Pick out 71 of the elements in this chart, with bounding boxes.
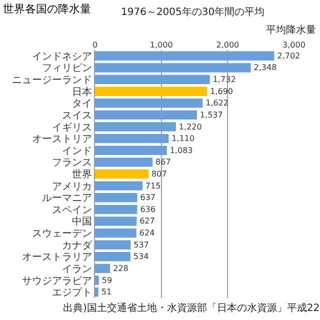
bar — [95, 110, 197, 120]
y-tick-label: イギリス — [52, 121, 92, 134]
y-tick-label: エジプト — [52, 286, 92, 299]
y-tick-label: フィリピン — [42, 63, 92, 74]
data-label: 2,702 — [277, 51, 300, 60]
x-tick-label: 2,000 — [216, 40, 240, 50]
y-tick-label: 世界 — [72, 168, 92, 180]
data-label: 636 — [140, 204, 156, 214]
y-tick-label: ニュージーランド — [12, 75, 92, 86]
data-label: 624 — [139, 228, 155, 238]
y-tick-label: スウェーデン — [32, 228, 92, 240]
data-label: 1,220 — [178, 122, 202, 132]
bar — [95, 51, 274, 61]
bar — [95, 98, 203, 108]
bar — [95, 74, 210, 84]
data-label: 51 — [101, 288, 112, 297]
data-label: 627 — [140, 216, 155, 226]
y-tick-label: スペイン — [52, 204, 92, 216]
bar — [95, 252, 130, 262]
y-tick-label: 中国 — [72, 216, 92, 228]
data-label: 59 — [102, 276, 112, 285]
y-tick-label: 日本 — [72, 86, 92, 98]
y-tick-label: スイス — [62, 110, 92, 122]
data-label: 1,622 — [206, 98, 228, 108]
data-label: 228 — [113, 264, 128, 273]
data-label: 534 — [133, 252, 149, 262]
data-label: 2,348 — [254, 63, 277, 72]
bar — [95, 193, 138, 202]
x-tick-label: 0 — [92, 40, 98, 50]
y-tick-label: フランス — [52, 158, 92, 169]
source-note: 出典)国土交通省土地・水資源部「日本の水資源」平成22 — [63, 302, 320, 314]
bar — [95, 204, 138, 214]
bar — [95, 86, 208, 96]
y-tick-label: アメリカ — [52, 181, 92, 192]
x-tick-label: 1,000 — [150, 40, 173, 50]
data-label: 637 — [140, 193, 156, 202]
bar — [95, 287, 98, 297]
x-axis-title: 平均降水量 — [266, 24, 316, 36]
x-tick-label: 3,000 — [282, 40, 306, 50]
data-label: 1,690 — [210, 86, 234, 96]
chart-title: 世界各国の降水量 — [3, 2, 92, 16]
bar — [95, 216, 137, 226]
bar — [95, 276, 99, 285]
bar — [95, 264, 110, 274]
y-tick-label: ルーマニア — [42, 193, 92, 204]
bar — [95, 122, 176, 132]
bar — [95, 63, 251, 72]
y-tick-label: インド — [62, 146, 92, 157]
data-label: 1,110 — [172, 134, 195, 144]
y-tick-label: インドネシア — [32, 51, 92, 62]
data-label: 807 — [152, 170, 167, 178]
bar — [95, 158, 153, 167]
data-label: 715 — [145, 181, 161, 190]
bar — [95, 169, 149, 179]
bar — [95, 146, 167, 155]
data-label: 867 — [156, 158, 171, 167]
data-label: 537 — [134, 240, 149, 250]
data-label: 1,537 — [200, 110, 223, 120]
y-tick-label: カナダ — [62, 239, 93, 252]
y-tick-label: オーストラリア — [22, 252, 92, 264]
data-label: 1,732 — [212, 75, 236, 84]
bar — [95, 181, 142, 190]
chart-subtitle: 1976～2005年の30年間の平均 — [121, 6, 265, 18]
y-tick-label: イラン — [62, 264, 92, 275]
bar — [95, 228, 136, 238]
bar — [95, 134, 169, 144]
y-tick-label: タイ — [72, 98, 92, 110]
data-label: 1,083 — [170, 146, 193, 155]
y-tick-label: サウジアラビア — [22, 276, 92, 287]
y-tick-label: オーストリア — [32, 134, 92, 146]
bar — [95, 240, 131, 250]
